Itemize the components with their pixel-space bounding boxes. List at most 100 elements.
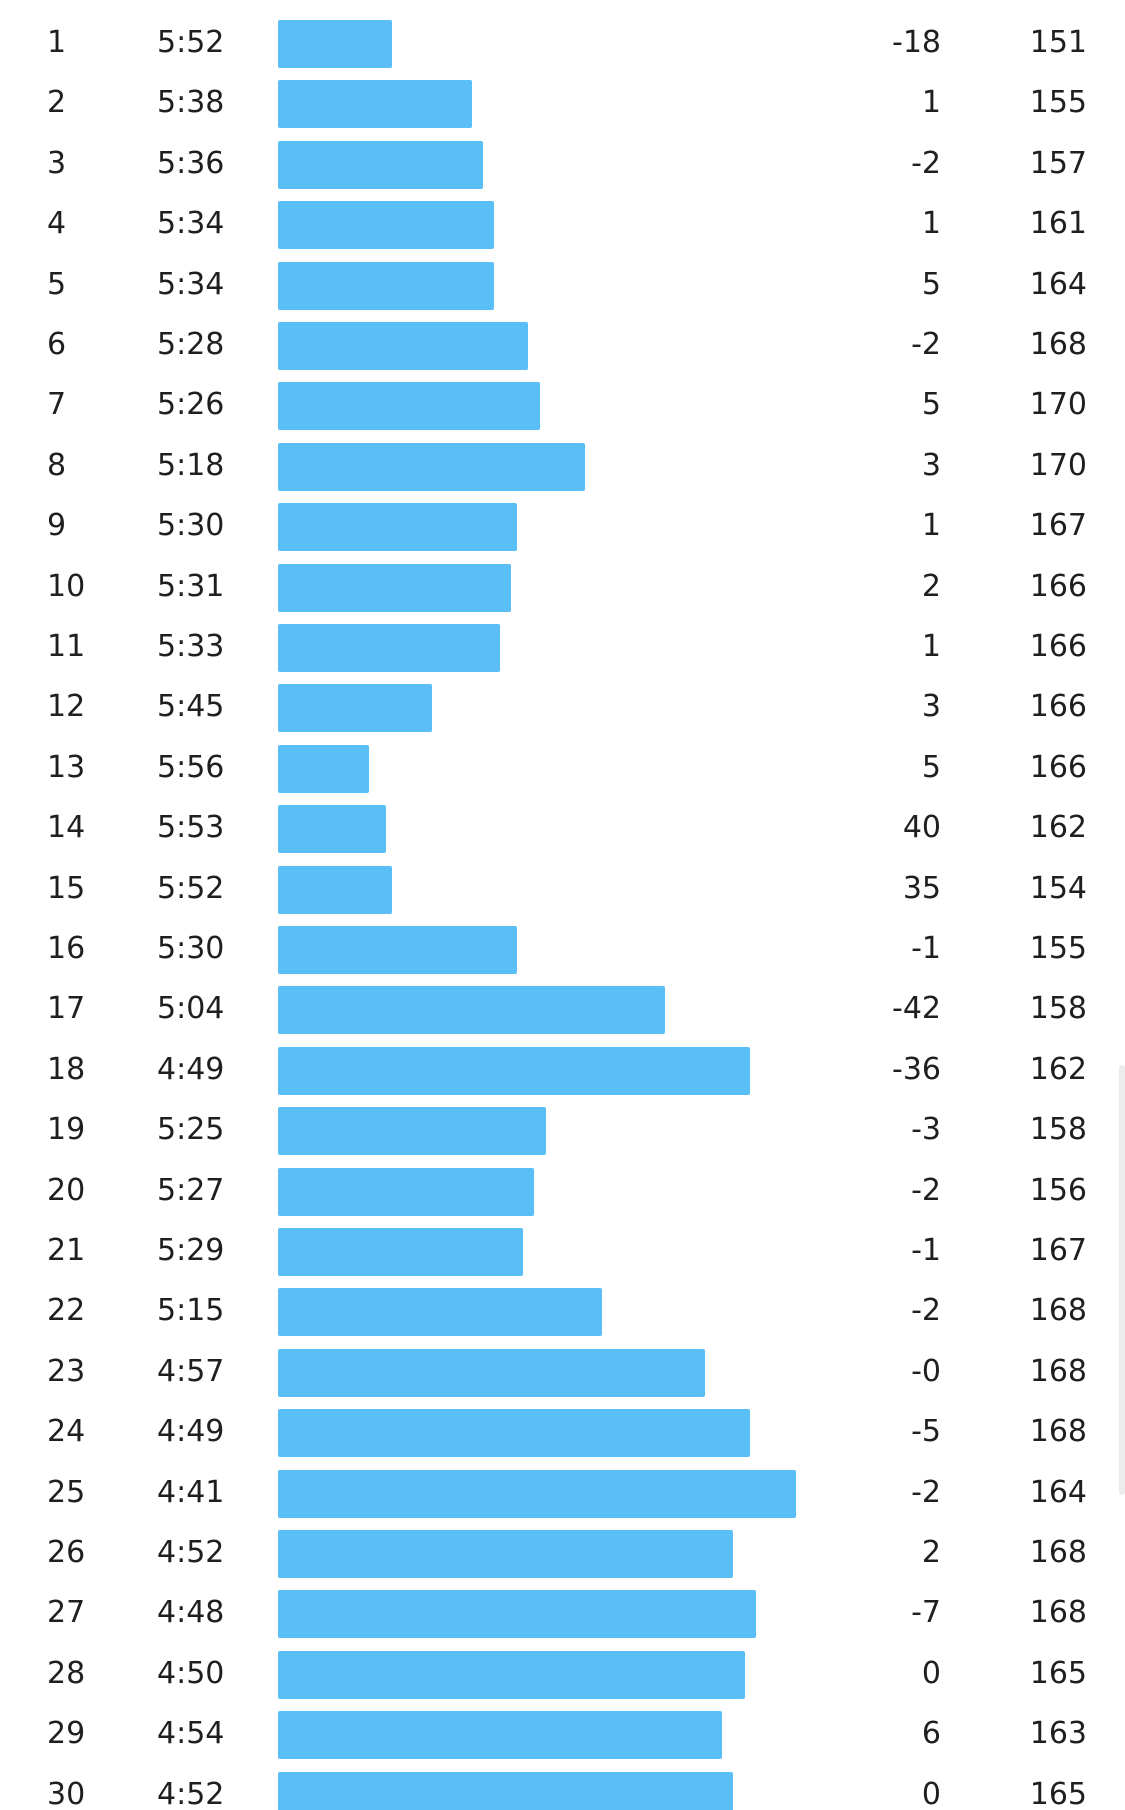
- split-elevation: 2: [921, 1535, 941, 1570]
- split-heart-rate: 165: [1029, 1655, 1087, 1691]
- split-km: 8: [47, 447, 67, 483]
- split-heart-rate: 168: [1029, 1535, 1087, 1570]
- split-km: 5: [47, 266, 67, 302]
- split-row[interactable]: 12 5:45 3 166: [0, 681, 1125, 733]
- split-row[interactable]: 13 5:56 5 166: [0, 742, 1125, 794]
- split-heart-rate: 155: [1029, 931, 1087, 966]
- split-pace: 5:52: [157, 25, 225, 60]
- split-km: 28: [47, 1655, 86, 1691]
- split-row[interactable]: 2 5:38 1 155: [0, 77, 1125, 129]
- split-row[interactable]: 18 4:49 -36 162: [0, 1044, 1125, 1096]
- split-elevation: -2: [911, 145, 941, 181]
- pace-bar: [278, 986, 666, 1035]
- split-heart-rate: 155: [1029, 85, 1087, 121]
- split-heart-rate: 166: [1029, 689, 1087, 725]
- split-pace: 5:27: [157, 1172, 225, 1208]
- split-pace: 5:34: [157, 206, 225, 242]
- split-heart-rate: 168: [1029, 327, 1087, 362]
- split-heart-rate: 162: [1029, 810, 1087, 846]
- split-row[interactable]: 25 4:41 -2 164: [0, 1467, 1125, 1519]
- pace-bar: [278, 1046, 751, 1095]
- pace-bar: [278, 563, 512, 612]
- split-km: 22: [47, 1293, 86, 1329]
- split-row[interactable]: 7 5:26 5 170: [0, 379, 1125, 431]
- split-row[interactable]: 10 5:31 2 166: [0, 561, 1125, 613]
- pace-bar: [278, 684, 432, 733]
- split-row[interactable]: 23 4:57 -0 168: [0, 1346, 1125, 1398]
- split-row[interactable]: 14 5:53 40 162: [0, 802, 1125, 854]
- split-row[interactable]: 15 5:52 35 154: [0, 863, 1125, 915]
- split-heart-rate: 167: [1029, 508, 1087, 544]
- split-row[interactable]: 30 4:52 0 165: [0, 1769, 1125, 1810]
- split-elevation: 1: [921, 206, 941, 242]
- split-row[interactable]: 19 5:25 -3 158: [0, 1104, 1125, 1156]
- scrollbar[interactable]: [1119, 1065, 1125, 1495]
- split-pace: 5:36: [157, 145, 225, 181]
- split-row[interactable]: 17 5:04 -42 158: [0, 983, 1125, 1035]
- split-row[interactable]: 28 4:50 0 165: [0, 1648, 1125, 1700]
- split-elevation: -36: [892, 1051, 941, 1087]
- split-heart-rate: 168: [1029, 1595, 1087, 1631]
- split-row[interactable]: 3 5:36 -2 157: [0, 138, 1125, 190]
- split-pace: 4:52: [157, 1776, 225, 1810]
- split-heart-rate: 158: [1029, 991, 1087, 1027]
- split-row[interactable]: 5 5:34 5 164: [0, 259, 1125, 311]
- split-row[interactable]: 6 5:28 -2 168: [0, 319, 1125, 371]
- split-elevation: 5: [921, 387, 941, 423]
- split-elevation: 1: [921, 508, 941, 544]
- split-elevation: 1: [921, 629, 941, 664]
- split-pace: 5:29: [157, 1233, 225, 1268]
- split-row[interactable]: 20 5:27 -2 156: [0, 1165, 1125, 1217]
- split-heart-rate: 157: [1029, 145, 1087, 181]
- split-km: 29: [47, 1716, 86, 1752]
- split-elevation: -2: [911, 1172, 941, 1208]
- split-heart-rate: 166: [1029, 749, 1087, 785]
- split-row[interactable]: 9 5:30 1 167: [0, 500, 1125, 552]
- split-elevation: 1: [921, 85, 941, 121]
- split-pace: 4:54: [157, 1716, 225, 1752]
- split-km: 16: [47, 931, 86, 966]
- split-heart-rate: 161: [1029, 206, 1087, 242]
- split-km: 17: [47, 991, 86, 1027]
- split-row[interactable]: 24 4:49 -5 168: [0, 1406, 1125, 1458]
- pace-bar: [278, 140, 483, 189]
- pace-bar: [278, 20, 392, 68]
- split-row[interactable]: 16 5:30 -1 155: [0, 923, 1125, 975]
- split-row[interactable]: 8 5:18 3 170: [0, 440, 1125, 492]
- pace-bar: [278, 261, 495, 310]
- split-row[interactable]: 21 5:29 -1 167: [0, 1225, 1125, 1277]
- pace-bar: [278, 1469, 796, 1518]
- split-elevation: -18: [892, 25, 941, 60]
- split-heart-rate: 168: [1029, 1353, 1087, 1389]
- split-km: 10: [47, 568, 86, 604]
- split-pace: 5:52: [157, 870, 225, 906]
- split-pace: 4:57: [157, 1353, 225, 1389]
- pace-bar: [278, 805, 387, 854]
- split-row[interactable]: 1 5:52 -18 151: [0, 17, 1125, 69]
- split-km: 15: [47, 870, 86, 906]
- split-row[interactable]: 11 5:33 1 166: [0, 621, 1125, 673]
- pace-bar: [278, 1530, 734, 1578]
- split-km: 2: [47, 85, 67, 121]
- pace-bar: [278, 865, 392, 914]
- split-heart-rate: 165: [1029, 1776, 1087, 1810]
- split-row[interactable]: 26 4:52 2 168: [0, 1527, 1125, 1579]
- split-elevation: -5: [911, 1414, 941, 1450]
- split-km: 9: [47, 508, 67, 544]
- split-elevation: -1: [911, 1233, 941, 1268]
- split-row[interactable]: 29 4:54 6 163: [0, 1708, 1125, 1760]
- split-elevation: 35: [902, 870, 941, 906]
- split-elevation: 5: [921, 266, 941, 302]
- split-heart-rate: 170: [1029, 447, 1087, 483]
- split-km: 25: [47, 1474, 86, 1510]
- split-heart-rate: 166: [1029, 629, 1087, 664]
- pace-bar: [278, 1771, 734, 1810]
- pace-bar: [278, 744, 370, 793]
- split-heart-rate: 151: [1029, 25, 1087, 60]
- split-heart-rate: 154: [1029, 870, 1087, 906]
- split-row[interactable]: 27 4:48 -7 168: [0, 1587, 1125, 1639]
- split-elevation: 3: [921, 689, 941, 725]
- split-heart-rate: 168: [1029, 1293, 1087, 1329]
- split-row[interactable]: 4 5:34 1 161: [0, 198, 1125, 250]
- split-row[interactable]: 22 5:15 -2 168: [0, 1285, 1125, 1337]
